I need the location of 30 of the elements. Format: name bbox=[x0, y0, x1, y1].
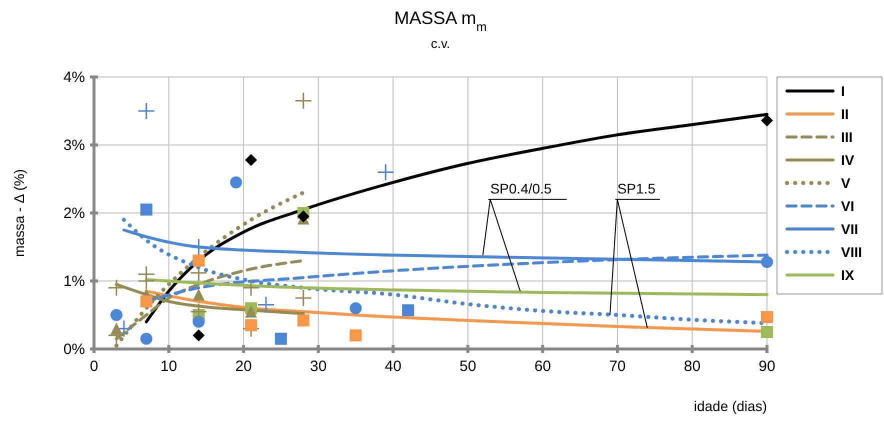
chart-title: MASSA m$_{m}$ bbox=[394, 8, 487, 34]
legend-label: III bbox=[841, 129, 853, 145]
legend-label: V bbox=[841, 175, 851, 191]
legend-label: VI bbox=[841, 198, 854, 214]
legend-label: II bbox=[841, 106, 849, 122]
y-axis-title: massa - Δ (%) bbox=[11, 169, 27, 257]
chart-subtitle: c.v. bbox=[430, 36, 450, 51]
x-tick-label: 80 bbox=[684, 358, 701, 375]
x-tick-label: 40 bbox=[384, 358, 402, 375]
legend-label: IV bbox=[841, 152, 855, 168]
x-tick-label: 0 bbox=[90, 358, 98, 375]
legend-label: VII bbox=[841, 221, 858, 237]
y-tick-label: 2% bbox=[63, 205, 85, 222]
x-tick-label: 70 bbox=[609, 358, 626, 375]
annotation: SP1.5 bbox=[617, 180, 656, 196]
y-tick-label: 3% bbox=[63, 137, 85, 154]
legend-label: I bbox=[841, 83, 845, 99]
x-tick-label: 90 bbox=[758, 358, 776, 375]
x-tick-label: 60 bbox=[534, 358, 552, 375]
x-tick-label: 20 bbox=[235, 358, 252, 375]
legend-label: VIII bbox=[841, 244, 862, 260]
x-axis-title: idade (dias) bbox=[694, 398, 767, 414]
y-tick-label: 4% bbox=[63, 69, 85, 86]
x-tick-label: 50 bbox=[460, 358, 476, 375]
x-tick-label: 10 bbox=[160, 358, 178, 375]
annotation: SP0.4/0.5 bbox=[490, 180, 552, 196]
y-tick-label: 0% bbox=[63, 341, 85, 358]
x-tick-label: 30 bbox=[310, 358, 327, 375]
y-tick-label: 1% bbox=[63, 273, 85, 290]
legend-label: IX bbox=[841, 267, 855, 283]
